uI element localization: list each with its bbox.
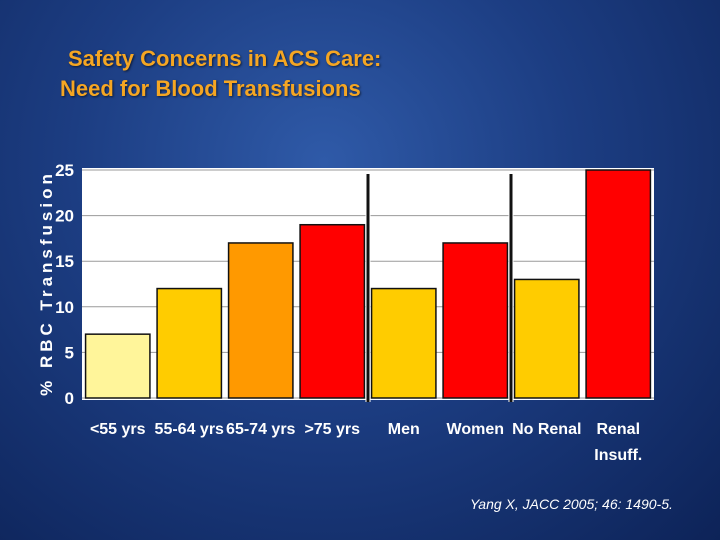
y-tick-label: 15 [55, 252, 74, 271]
y-tick-label: 5 [65, 343, 74, 362]
slide-title-line-2: Need for Blood Transfusions [60, 76, 361, 101]
bar [299, 223, 366, 399]
x-tick-label: Women [447, 421, 504, 438]
x-tick-label: Men [388, 421, 420, 438]
y-tick-label: 10 [55, 298, 74, 317]
bar [370, 287, 437, 399]
x-tick-label: <55 yrs [90, 421, 146, 438]
x-tick-label: No Renal [512, 421, 581, 438]
x-tick-label: Renal [596, 421, 640, 438]
slide-title: Safety Concerns in ACS Care: Need for Bl… [60, 44, 520, 104]
citation: Yang X, JACC 2005; 46: 1490-5. [470, 496, 673, 512]
bar [513, 278, 580, 399]
bar [585, 169, 652, 399]
bar [442, 242, 509, 399]
x-tick-label: >75 yrs [304, 421, 360, 438]
slide-title-line-1: Safety Concerns in ACS Care: [68, 46, 382, 71]
bar [156, 287, 223, 399]
bar [84, 333, 151, 399]
y-tick-label: 25 [55, 161, 74, 180]
y-tick-label: 0 [65, 389, 74, 408]
bar [227, 242, 294, 399]
y-axis-label: % RBC Transfusion [37, 170, 56, 396]
x-tick-label: Insuff. [594, 447, 642, 464]
y-tick-label: 20 [55, 207, 74, 226]
x-tick-label: 65-74 yrs [226, 421, 295, 438]
x-tick-label: 55-64 yrs [155, 421, 224, 438]
